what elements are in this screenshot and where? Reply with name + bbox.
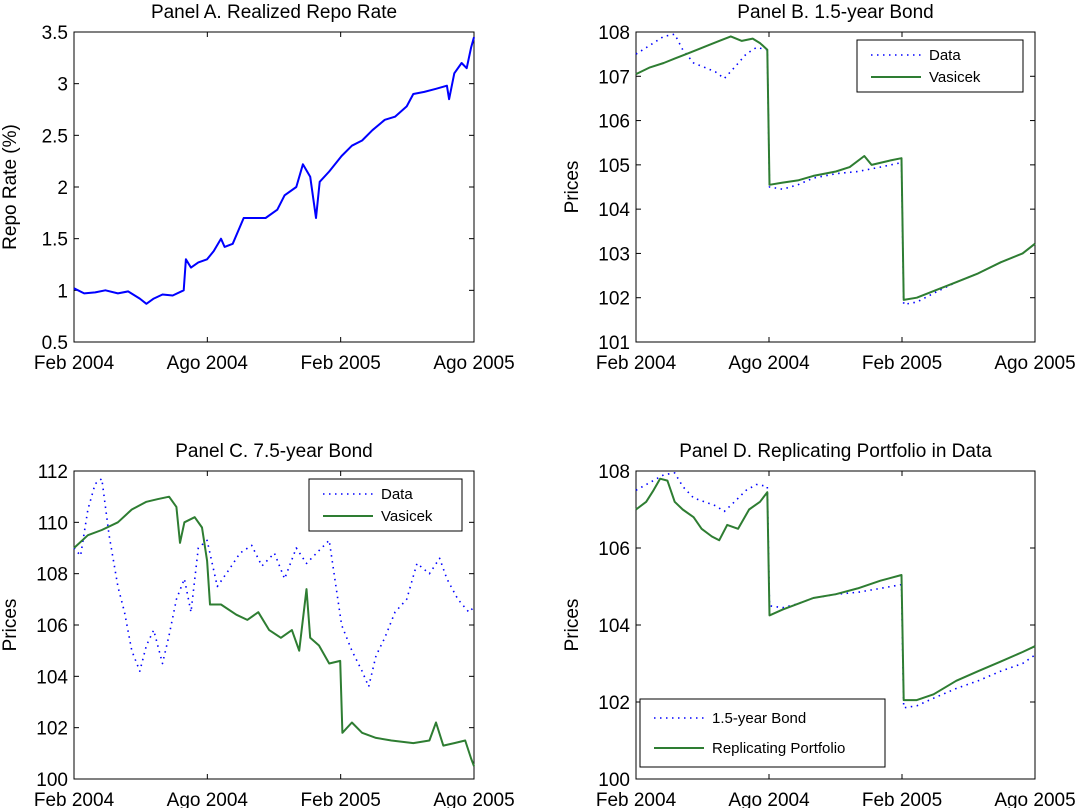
legend-label: Data — [381, 486, 413, 503]
panel-title: Panel B. 1.5-year Bond — [737, 2, 933, 23]
y-tick-label: 100 — [36, 770, 68, 791]
y-tick-label: 103 — [598, 244, 630, 265]
y-tick-label: 110 — [38, 513, 68, 534]
x-tick-label: Ago 2005 — [433, 790, 514, 808]
y-tick-label: 104 — [598, 200, 630, 221]
series-line-data — [635, 33, 1036, 306]
series-line-vasicek — [635, 35, 1036, 301]
x-tick-label: Feb 2004 — [34, 790, 115, 808]
y-tick-label: 102 — [598, 693, 630, 714]
legend-label: 1.5-year Bond — [712, 710, 806, 727]
y-tick-label: 101 — [598, 333, 630, 354]
y-axis-label: Repo Rate (%) — [0, 124, 21, 250]
legend-label: Replicating Portfolio — [712, 740, 845, 757]
x-tick-label: Feb 2005 — [862, 790, 942, 808]
y-tick-label: 108 — [598, 462, 630, 483]
x-tick-label: Feb 2005 — [301, 353, 381, 374]
legend-label: Data — [929, 47, 961, 64]
axes-box — [635, 31, 1036, 343]
y-tick-label: 104 — [598, 616, 630, 637]
panel-title: Panel A. Realized Repo Rate — [151, 2, 397, 23]
y-axis-label: Prices — [562, 161, 583, 214]
y-tick-label: 104 — [36, 667, 68, 688]
legend-label: Vasicek — [929, 69, 981, 86]
panel-d: Panel D. Replicating Portfolio in Data 10… — [562, 441, 1076, 808]
x-tick-label: Ago 2005 — [994, 790, 1075, 808]
y-tick-label: 102 — [36, 719, 68, 740]
y-tick-label: 3 — [57, 75, 68, 96]
panel-title: Panel C. 7.5-year Bond — [175, 441, 373, 462]
x-tick-label: Ago 2004 — [167, 790, 249, 808]
y-tick-label: 100 — [598, 770, 630, 791]
series-line-0 — [73, 36, 475, 305]
y-tick-label: 1 — [57, 281, 68, 302]
x-tick-label: Ago 2004 — [728, 353, 810, 374]
x-tick-label: Feb 2005 — [301, 790, 381, 808]
y-tick-label: 3.5 — [42, 23, 68, 44]
y-tick-label: 108 — [598, 23, 630, 44]
panel-title: Panel D. Replicating Portfolio in Data — [679, 441, 992, 462]
panel-a: Panel A. Realized Repo Rate 0.5 1 1.5 2 2.5 3 3… — [0, 2, 515, 374]
legend-box — [639, 698, 886, 768]
y-tick-label: 105 — [598, 156, 630, 177]
x-tick-label: Ago 2004 — [728, 790, 810, 808]
y-tick-label: 1.5 — [42, 230, 68, 251]
x-tick-label: Ago 2005 — [994, 353, 1075, 374]
y-tick-label: 0.5 — [42, 333, 68, 354]
legend-box — [308, 478, 463, 532]
y-tick-label: 107 — [598, 67, 630, 88]
series-line-1-5-year-bond — [635, 472, 1036, 709]
y-tick-label: 108 — [36, 565, 68, 586]
y-axis-label: Prices — [0, 599, 21, 652]
series-line-data — [73, 477, 475, 688]
y-tick-label: 106 — [598, 112, 630, 133]
legend-box — [856, 39, 1024, 93]
series-line-vasicek — [73, 495, 475, 767]
x-tick-label: Feb 2004 — [34, 353, 115, 374]
y-tick-label: 112 — [38, 462, 68, 483]
y-axis-label: Prices — [562, 599, 583, 652]
legend: Data Vasicek — [856, 39, 1024, 93]
legend: 1.5-year Bond Replicating Portfolio — [639, 698, 886, 768]
x-tick-label: Feb 2004 — [596, 790, 677, 808]
series-line-replicating-portfolio — [635, 477, 1036, 702]
panel-b: Panel B. 1.5-year Bond 101 102 103 104 105 106… — [562, 2, 1076, 374]
y-tick-label: 2 — [57, 178, 68, 199]
y-tick-label: 2.5 — [42, 126, 68, 147]
x-tick-label: Feb 2005 — [862, 353, 942, 374]
x-tick-label: Ago 2005 — [433, 353, 514, 374]
legend-label: Vasicek — [381, 508, 433, 525]
legend: Data Vasicek — [308, 478, 463, 532]
y-tick-label: 106 — [598, 539, 630, 560]
y-tick-label: 106 — [36, 616, 68, 637]
x-tick-label: Feb 2004 — [596, 353, 677, 374]
panel-c: Panel C. 7.5-year Bond 100 102 104 106 108 110… — [0, 441, 515, 808]
x-tick-label: Ago 2004 — [167, 353, 249, 374]
y-tick-label: 102 — [598, 289, 630, 310]
